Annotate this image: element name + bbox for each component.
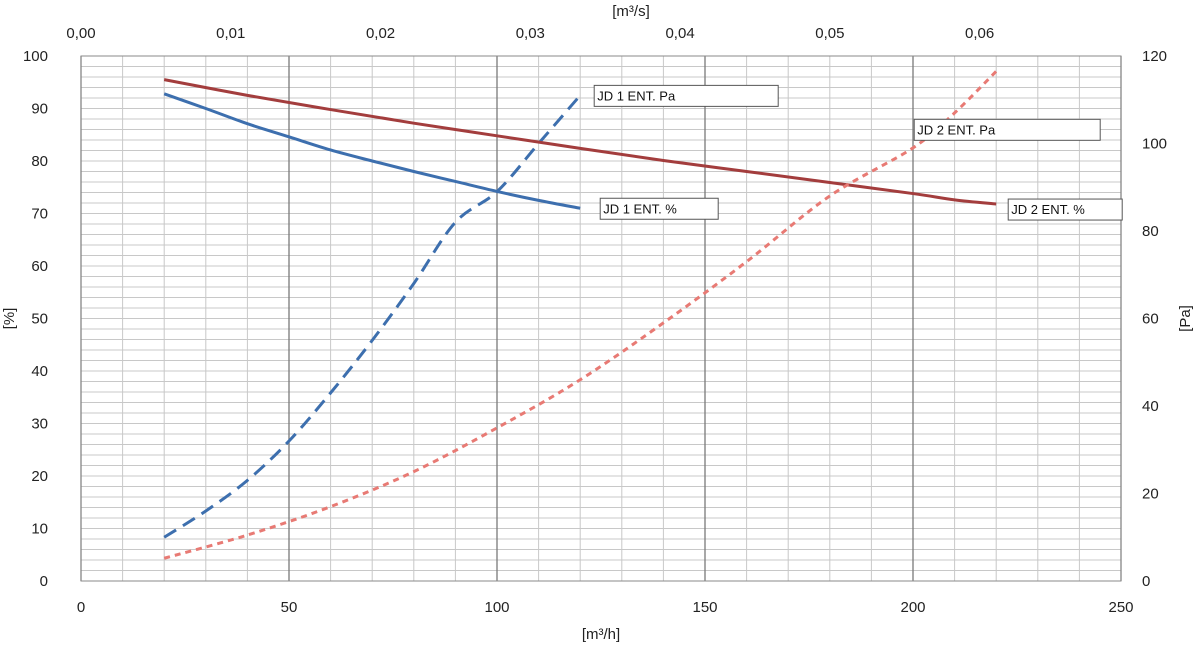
annotation-0: JD 1 ENT. Pa [593,84,779,107]
right-tick-label: 120 [1142,48,1167,65]
left-tick-label: 60 [31,258,48,275]
top-tick-label: 0,04 [665,25,694,42]
right-tick-label: 20 [1142,486,1159,503]
bottom-tick-label: 150 [692,599,717,616]
left-tick-label: 30 [31,416,48,433]
left-tick-label: 10 [31,521,48,538]
annotations: JD 1 ENT. Pa JD 1 ENT. % JD 2 ENT. Pa JD 2 … [593,84,1123,221]
series-layer [163,70,998,560]
top-tick-label: 0,00 [66,25,95,42]
top-tick-label: 0,01 [216,25,245,42]
right-tick-label: 40 [1142,398,1159,415]
bottom-tick-label: 0 [77,599,85,616]
annotation-1: JD 1 ENT. % [599,197,719,220]
right-tick-label: 100 [1142,136,1167,153]
right-tick-label: 0 [1142,573,1150,590]
top-tick-label: 0,05 [815,25,844,42]
left-tick-label: 0 [40,573,48,590]
bottom-tick-label: 200 [900,599,925,616]
annotation-box [599,197,719,220]
bottom-tick-label: 250 [1108,599,1133,616]
right-tick-label: 80 [1142,223,1159,240]
annotation-label: JD 1 ENT. % [603,201,677,216]
left-tick-label: 90 [31,101,48,118]
left-tick-label: 100 [23,48,48,65]
annotation-label: JD 2 ENT. Pa [917,122,996,137]
annotation-label: JD 1 ENT. Pa [597,88,676,103]
annotation-label: JD 2 ENT. % [1011,202,1085,217]
top-tick-label: 0,02 [366,25,395,42]
annotation-box [1007,198,1123,221]
left-tick-label: 80 [31,153,48,170]
bottom-tick-label: 50 [281,599,298,616]
grid [80,55,1122,582]
annotation-box [913,118,1101,141]
left-axis-title: [%] [1,308,18,330]
series-line-0 [163,92,581,210]
plot-frame [80,55,1122,582]
top-tick-label: 0,06 [965,25,994,42]
top-tick-label: 0,03 [516,25,545,42]
right-axis-title: [Pa] [1177,305,1194,332]
left-tick-label: 40 [31,363,48,380]
series-line-3 [163,70,998,560]
top-axis-title: [m³/s] [612,3,650,20]
bottom-axis-title: [m³/h] [582,626,620,643]
bottom-tick-label: 100 [484,599,509,616]
left-tick-label: 50 [31,311,48,328]
annotation-2: JD 2 ENT. Pa [913,118,1101,141]
series-line-2 [163,78,997,206]
annotation-3: JD 2 ENT. % [1007,198,1123,221]
series-line-1 [163,94,582,539]
left-tick-label: 20 [31,468,48,485]
right-tick-label: 60 [1142,311,1159,328]
annotation-box [593,84,779,107]
left-tick-label: 70 [31,206,48,223]
